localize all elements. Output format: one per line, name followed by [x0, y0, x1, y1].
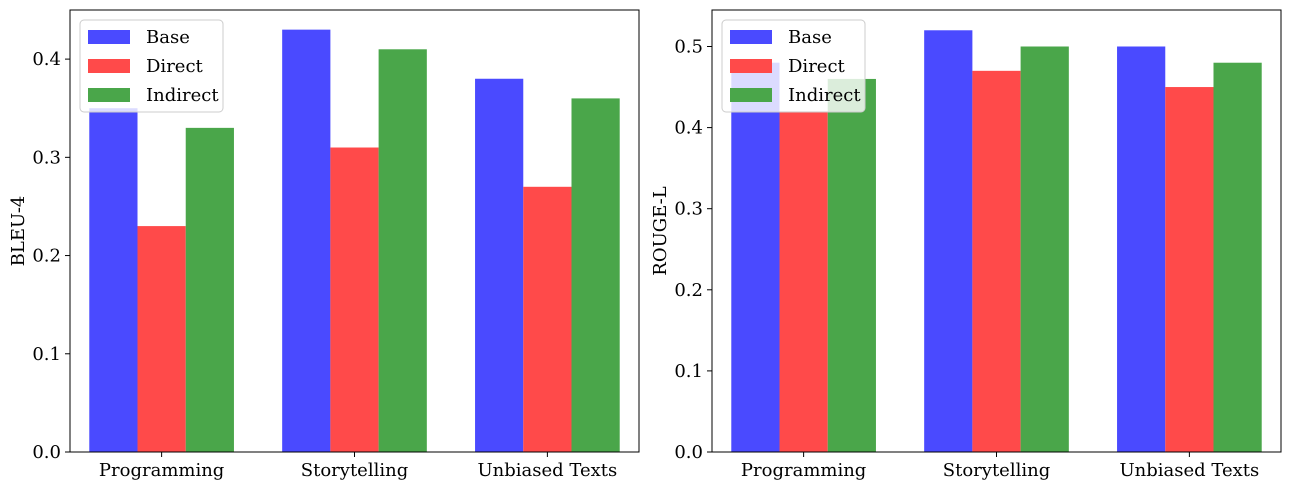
x-tick-label: Programming — [99, 460, 224, 481]
bar-base-storytelling — [924, 30, 973, 452]
y-tick-label: 0.4 — [32, 49, 61, 70]
bar-direct-storytelling — [972, 70, 1021, 453]
legend-swatch-direct — [88, 59, 130, 73]
y-tick-label: 0.0 — [674, 442, 703, 463]
y-tick-label: 0.2 — [32, 246, 61, 267]
bar-indirect-unbiased-texts — [1213, 62, 1262, 452]
chart-panel-2: 0.0 0.1 0.2 0.3 0.4 0.5 Programming Storytellin… — [650, 9, 1282, 481]
legend-label-indirect: Indirect — [788, 85, 861, 106]
y-tick-label: 0.3 — [674, 199, 703, 220]
bar-indirect-programming — [827, 78, 876, 452]
bar-base-storytelling — [282, 29, 331, 453]
x-tick-label: Storytelling — [301, 460, 408, 481]
y-tick-label: 0.5 — [674, 36, 703, 57]
bar-direct-storytelling — [330, 147, 379, 452]
bar-direct-unbiased-texts — [1165, 87, 1214, 452]
legend-label-base: Base — [146, 27, 190, 48]
x-tick-label: Unbiased Texts — [1119, 460, 1259, 481]
legend-label-base: Base — [788, 27, 832, 48]
bar-base-unbiased-texts — [1117, 46, 1166, 452]
legend-swatch-direct — [730, 59, 772, 73]
x-tick-label: Unbiased Texts — [477, 460, 617, 481]
legend-label-direct: Direct — [146, 56, 204, 77]
bar-indirect-unbiased-texts — [571, 98, 620, 453]
legend: Base Direct Indirect — [79, 19, 224, 113]
legend-label-direct: Direct — [788, 56, 846, 77]
bar-base-unbiased-texts — [475, 78, 524, 452]
bar-direct-programming — [137, 226, 186, 452]
y-tick-label: 0.1 — [32, 344, 61, 365]
y-tick-label: 0.4 — [674, 118, 703, 139]
legend-swatch-base — [88, 30, 130, 44]
bar-direct-unbiased-texts — [523, 186, 572, 453]
x-tick-label: Storytelling — [943, 460, 1050, 481]
legend-label-indirect: Indirect — [146, 85, 219, 106]
y-tick-label: 0.2 — [674, 280, 703, 301]
legend-swatch-base — [730, 30, 772, 44]
legend: Base Direct Indirect — [721, 19, 866, 113]
legend-swatch-indirect — [730, 88, 772, 102]
bar-indirect-programming — [185, 127, 234, 452]
y-tick-label: 0.1 — [674, 361, 703, 382]
bar-direct-programming — [779, 111, 828, 452]
y-axis-label: ROUGE-L — [650, 186, 671, 275]
y-tick-label: 0.0 — [32, 442, 61, 463]
y-axis-label: BLEU-4 — [8, 196, 29, 267]
bar-indirect-storytelling — [378, 49, 427, 453]
chart-panel-1: 0.0 0.1 0.2 0.3 0.4 Programming Storytelling Un… — [8, 9, 640, 481]
bar-base-programming — [89, 108, 138, 452]
bar-base-programming — [731, 62, 780, 452]
bar-indirect-storytelling — [1020, 46, 1069, 452]
y-tick-label: 0.3 — [32, 147, 61, 168]
x-tick-label: Programming — [741, 460, 866, 481]
legend-swatch-indirect — [88, 88, 130, 102]
